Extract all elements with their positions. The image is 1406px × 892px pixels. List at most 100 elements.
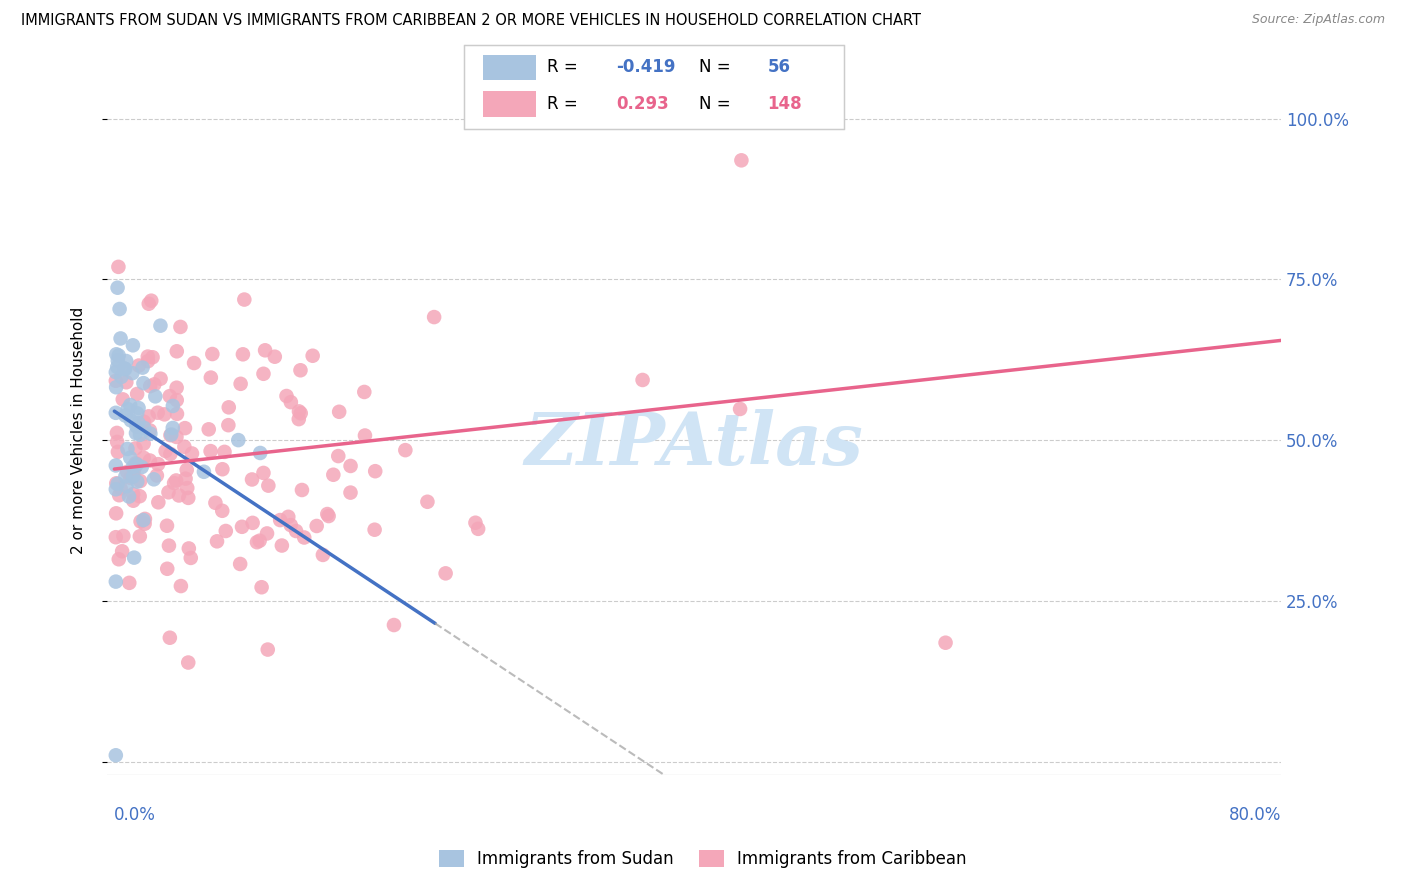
- Point: [246, 535, 269, 549]
- Point: [280, 395, 302, 409]
- Point: [141, 293, 163, 308]
- Point: [107, 349, 129, 363]
- Point: [288, 412, 311, 426]
- Point: [316, 507, 339, 521]
- Point: [105, 425, 128, 440]
- Point: [107, 353, 129, 368]
- Point: [107, 281, 129, 295]
- Point: [631, 373, 654, 387]
- Bar: [484, 91, 536, 117]
- Point: [107, 445, 129, 459]
- Point: [201, 347, 224, 361]
- Point: [301, 349, 323, 363]
- Point: [305, 519, 328, 533]
- Point: [124, 442, 146, 456]
- Point: [114, 361, 136, 376]
- Point: [214, 445, 236, 459]
- Point: [139, 424, 162, 438]
- Text: R =: R =: [547, 95, 589, 113]
- Point: [211, 504, 233, 518]
- Point: [129, 515, 152, 529]
- Text: 148: 148: [768, 95, 803, 113]
- Point: [215, 524, 238, 538]
- Point: [250, 580, 273, 594]
- Text: N =: N =: [699, 95, 737, 113]
- Point: [173, 440, 195, 454]
- Text: 0.293: 0.293: [616, 95, 669, 113]
- Point: [112, 529, 135, 543]
- Point: [200, 370, 222, 384]
- Point: [105, 359, 128, 374]
- Point: [263, 350, 285, 364]
- Point: [339, 485, 361, 500]
- Point: [159, 428, 181, 442]
- Point: [114, 469, 136, 483]
- Point: [110, 481, 132, 495]
- Point: [205, 534, 228, 549]
- Point: [170, 579, 193, 593]
- Point: [277, 509, 299, 524]
- Point: [226, 433, 249, 447]
- Point: [423, 310, 446, 324]
- Point: [193, 465, 215, 479]
- Point: [249, 446, 271, 460]
- Point: [155, 444, 177, 458]
- Point: [129, 474, 152, 488]
- Point: [120, 450, 142, 465]
- Point: [434, 566, 457, 581]
- Point: [105, 347, 128, 361]
- Point: [290, 363, 312, 377]
- Point: [104, 574, 127, 589]
- Text: R =: R =: [547, 59, 583, 77]
- Point: [328, 449, 350, 463]
- Point: [728, 401, 751, 416]
- Point: [108, 301, 131, 316]
- Point: [118, 490, 141, 504]
- Point: [134, 421, 156, 435]
- Point: [142, 351, 165, 365]
- Point: [132, 436, 155, 450]
- Point: [104, 374, 127, 388]
- Point: [114, 409, 136, 423]
- Point: [242, 516, 264, 530]
- Point: [110, 331, 132, 345]
- Point: [122, 338, 145, 352]
- Point: [254, 343, 277, 358]
- Point: [143, 389, 166, 403]
- Point: [233, 293, 256, 307]
- Point: [197, 422, 219, 436]
- Point: [162, 399, 184, 413]
- Point: [128, 401, 150, 415]
- Point: [285, 524, 308, 538]
- Point: [105, 476, 128, 491]
- Point: [181, 446, 204, 460]
- Point: [104, 365, 127, 379]
- Point: [122, 469, 145, 483]
- Point: [416, 495, 439, 509]
- Point: [166, 393, 188, 408]
- Point: [128, 529, 150, 543]
- Point: [176, 463, 198, 477]
- Point: [328, 405, 350, 419]
- Point: [118, 575, 141, 590]
- Point: [153, 408, 176, 422]
- Point: [231, 520, 253, 534]
- Point: [166, 381, 188, 395]
- Point: [122, 468, 145, 483]
- Point: [730, 153, 752, 168]
- Point: [146, 457, 169, 471]
- Text: Source: ZipAtlas.com: Source: ZipAtlas.com: [1251, 13, 1385, 27]
- Point: [132, 376, 155, 391]
- Point: [467, 522, 489, 536]
- Point: [122, 487, 145, 501]
- Text: ZIPAtlas: ZIPAtlas: [524, 409, 863, 480]
- Point: [159, 447, 181, 461]
- Point: [353, 384, 375, 399]
- Point: [105, 434, 128, 449]
- Point: [136, 350, 159, 364]
- Point: [270, 539, 292, 553]
- Point: [229, 557, 252, 571]
- Point: [105, 380, 128, 394]
- Point: [935, 636, 957, 650]
- Point: [104, 483, 127, 497]
